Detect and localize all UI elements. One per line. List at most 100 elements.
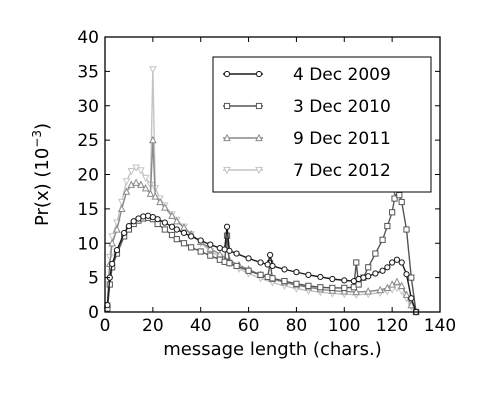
legend-marker bbox=[223, 70, 231, 78]
data-point bbox=[233, 250, 240, 257]
y-tick-label: 30 bbox=[77, 97, 99, 117]
legend-marker bbox=[255, 70, 263, 78]
data-point bbox=[127, 167, 136, 176]
data-point bbox=[398, 259, 405, 266]
legend-label: 7 Dec 2012 bbox=[293, 161, 391, 181]
data-point bbox=[281, 266, 288, 273]
legend-marker bbox=[255, 166, 263, 175]
data-point bbox=[180, 240, 188, 247]
data-point bbox=[393, 277, 401, 285]
data-point bbox=[403, 226, 410, 233]
data-point bbox=[137, 167, 145, 175]
data-point bbox=[122, 187, 131, 195]
y-tick-label: 25 bbox=[77, 131, 99, 151]
data-point bbox=[168, 223, 176, 230]
y-axis-label-exponent: −3 bbox=[30, 130, 44, 148]
data-point bbox=[281, 277, 288, 285]
data-point bbox=[317, 284, 324, 291]
data-point bbox=[340, 287, 349, 295]
legend-item: 4 Dec 2009 bbox=[223, 65, 391, 85]
x-axis-label: message length (chars.) bbox=[163, 339, 382, 360]
legend: 4 Dec 2009 3 Dec 2010 9 Dec 2011 7 Dec 2012 bbox=[212, 56, 432, 193]
data-point bbox=[149, 135, 157, 144]
legend-label: 9 Dec 2011 bbox=[293, 129, 391, 149]
data-point bbox=[207, 252, 214, 259]
data-point bbox=[384, 264, 391, 271]
data-point bbox=[402, 290, 411, 298]
data-point bbox=[151, 192, 160, 200]
x-tick-label: 80 bbox=[286, 316, 308, 336]
data-point bbox=[161, 219, 168, 226]
data-point bbox=[146, 189, 155, 197]
data-point bbox=[379, 267, 386, 274]
data-point bbox=[329, 284, 336, 292]
data-point bbox=[108, 233, 117, 241]
legend-marker bbox=[223, 133, 231, 142]
data-point bbox=[245, 267, 252, 274]
legend-label: 3 Dec 2010 bbox=[293, 97, 391, 117]
data-point bbox=[132, 178, 140, 186]
data-point bbox=[109, 260, 116, 267]
data-point bbox=[353, 259, 360, 266]
y-tick-label: 40 bbox=[77, 28, 99, 48]
data-point bbox=[372, 270, 379, 277]
data-point bbox=[293, 280, 300, 287]
data-point bbox=[269, 275, 276, 282]
data-point bbox=[180, 229, 188, 237]
data-point bbox=[408, 295, 415, 302]
data-point bbox=[305, 282, 312, 289]
data-point bbox=[407, 300, 416, 309]
data-point bbox=[117, 204, 126, 212]
data-point bbox=[168, 231, 176, 239]
legend-marker bbox=[255, 133, 263, 142]
x-tick-label: 60 bbox=[238, 316, 260, 336]
data-point bbox=[154, 216, 161, 223]
data-point bbox=[352, 287, 361, 296]
data-point bbox=[384, 222, 391, 230]
data-point bbox=[113, 225, 121, 233]
data-point bbox=[125, 222, 133, 230]
data-point bbox=[141, 183, 150, 192]
data-point bbox=[269, 262, 276, 270]
data-point bbox=[391, 195, 398, 202]
data-point bbox=[341, 277, 348, 284]
x-tick-label: 20 bbox=[142, 316, 164, 336]
data-point bbox=[188, 244, 195, 251]
y-tick-label: 5 bbox=[88, 269, 99, 289]
data-point bbox=[372, 250, 379, 257]
data-point bbox=[317, 273, 324, 281]
legend-item: 3 Dec 2010 bbox=[223, 97, 391, 117]
series-0 bbox=[104, 212, 420, 316]
data-point bbox=[389, 209, 396, 216]
x-tick-label: 0 bbox=[100, 316, 111, 336]
series-1 bbox=[104, 188, 420, 316]
legend-item: 9 Dec 2011 bbox=[223, 129, 391, 149]
data-point bbox=[365, 273, 372, 280]
y-tick-label: 10 bbox=[77, 234, 99, 254]
data-point bbox=[365, 264, 372, 271]
data-point bbox=[161, 226, 168, 233]
data-point bbox=[207, 241, 214, 248]
data-point bbox=[108, 238, 117, 247]
data-point bbox=[173, 236, 180, 243]
legend-item: 7 Dec 2012 bbox=[223, 161, 391, 181]
data-point bbox=[305, 271, 312, 278]
data-point bbox=[149, 66, 157, 74]
data-point bbox=[408, 274, 415, 281]
data-point bbox=[223, 223, 231, 230]
data-point bbox=[329, 275, 336, 283]
y-tick-label: 20 bbox=[77, 166, 99, 186]
data-point bbox=[396, 192, 403, 199]
x-tick-label: 40 bbox=[190, 316, 212, 336]
y-axis-label-text: Pr(x) (10 bbox=[32, 148, 53, 226]
data-point bbox=[383, 283, 392, 292]
y-tick-label: 35 bbox=[77, 62, 99, 82]
data-point bbox=[398, 198, 405, 206]
legend-marker bbox=[255, 102, 263, 110]
data-point bbox=[257, 271, 264, 278]
legend-marker bbox=[223, 102, 231, 110]
data-point bbox=[267, 251, 274, 259]
y-tick-label: 15 bbox=[77, 200, 99, 220]
data-point bbox=[233, 262, 240, 270]
data-point bbox=[364, 287, 373, 295]
